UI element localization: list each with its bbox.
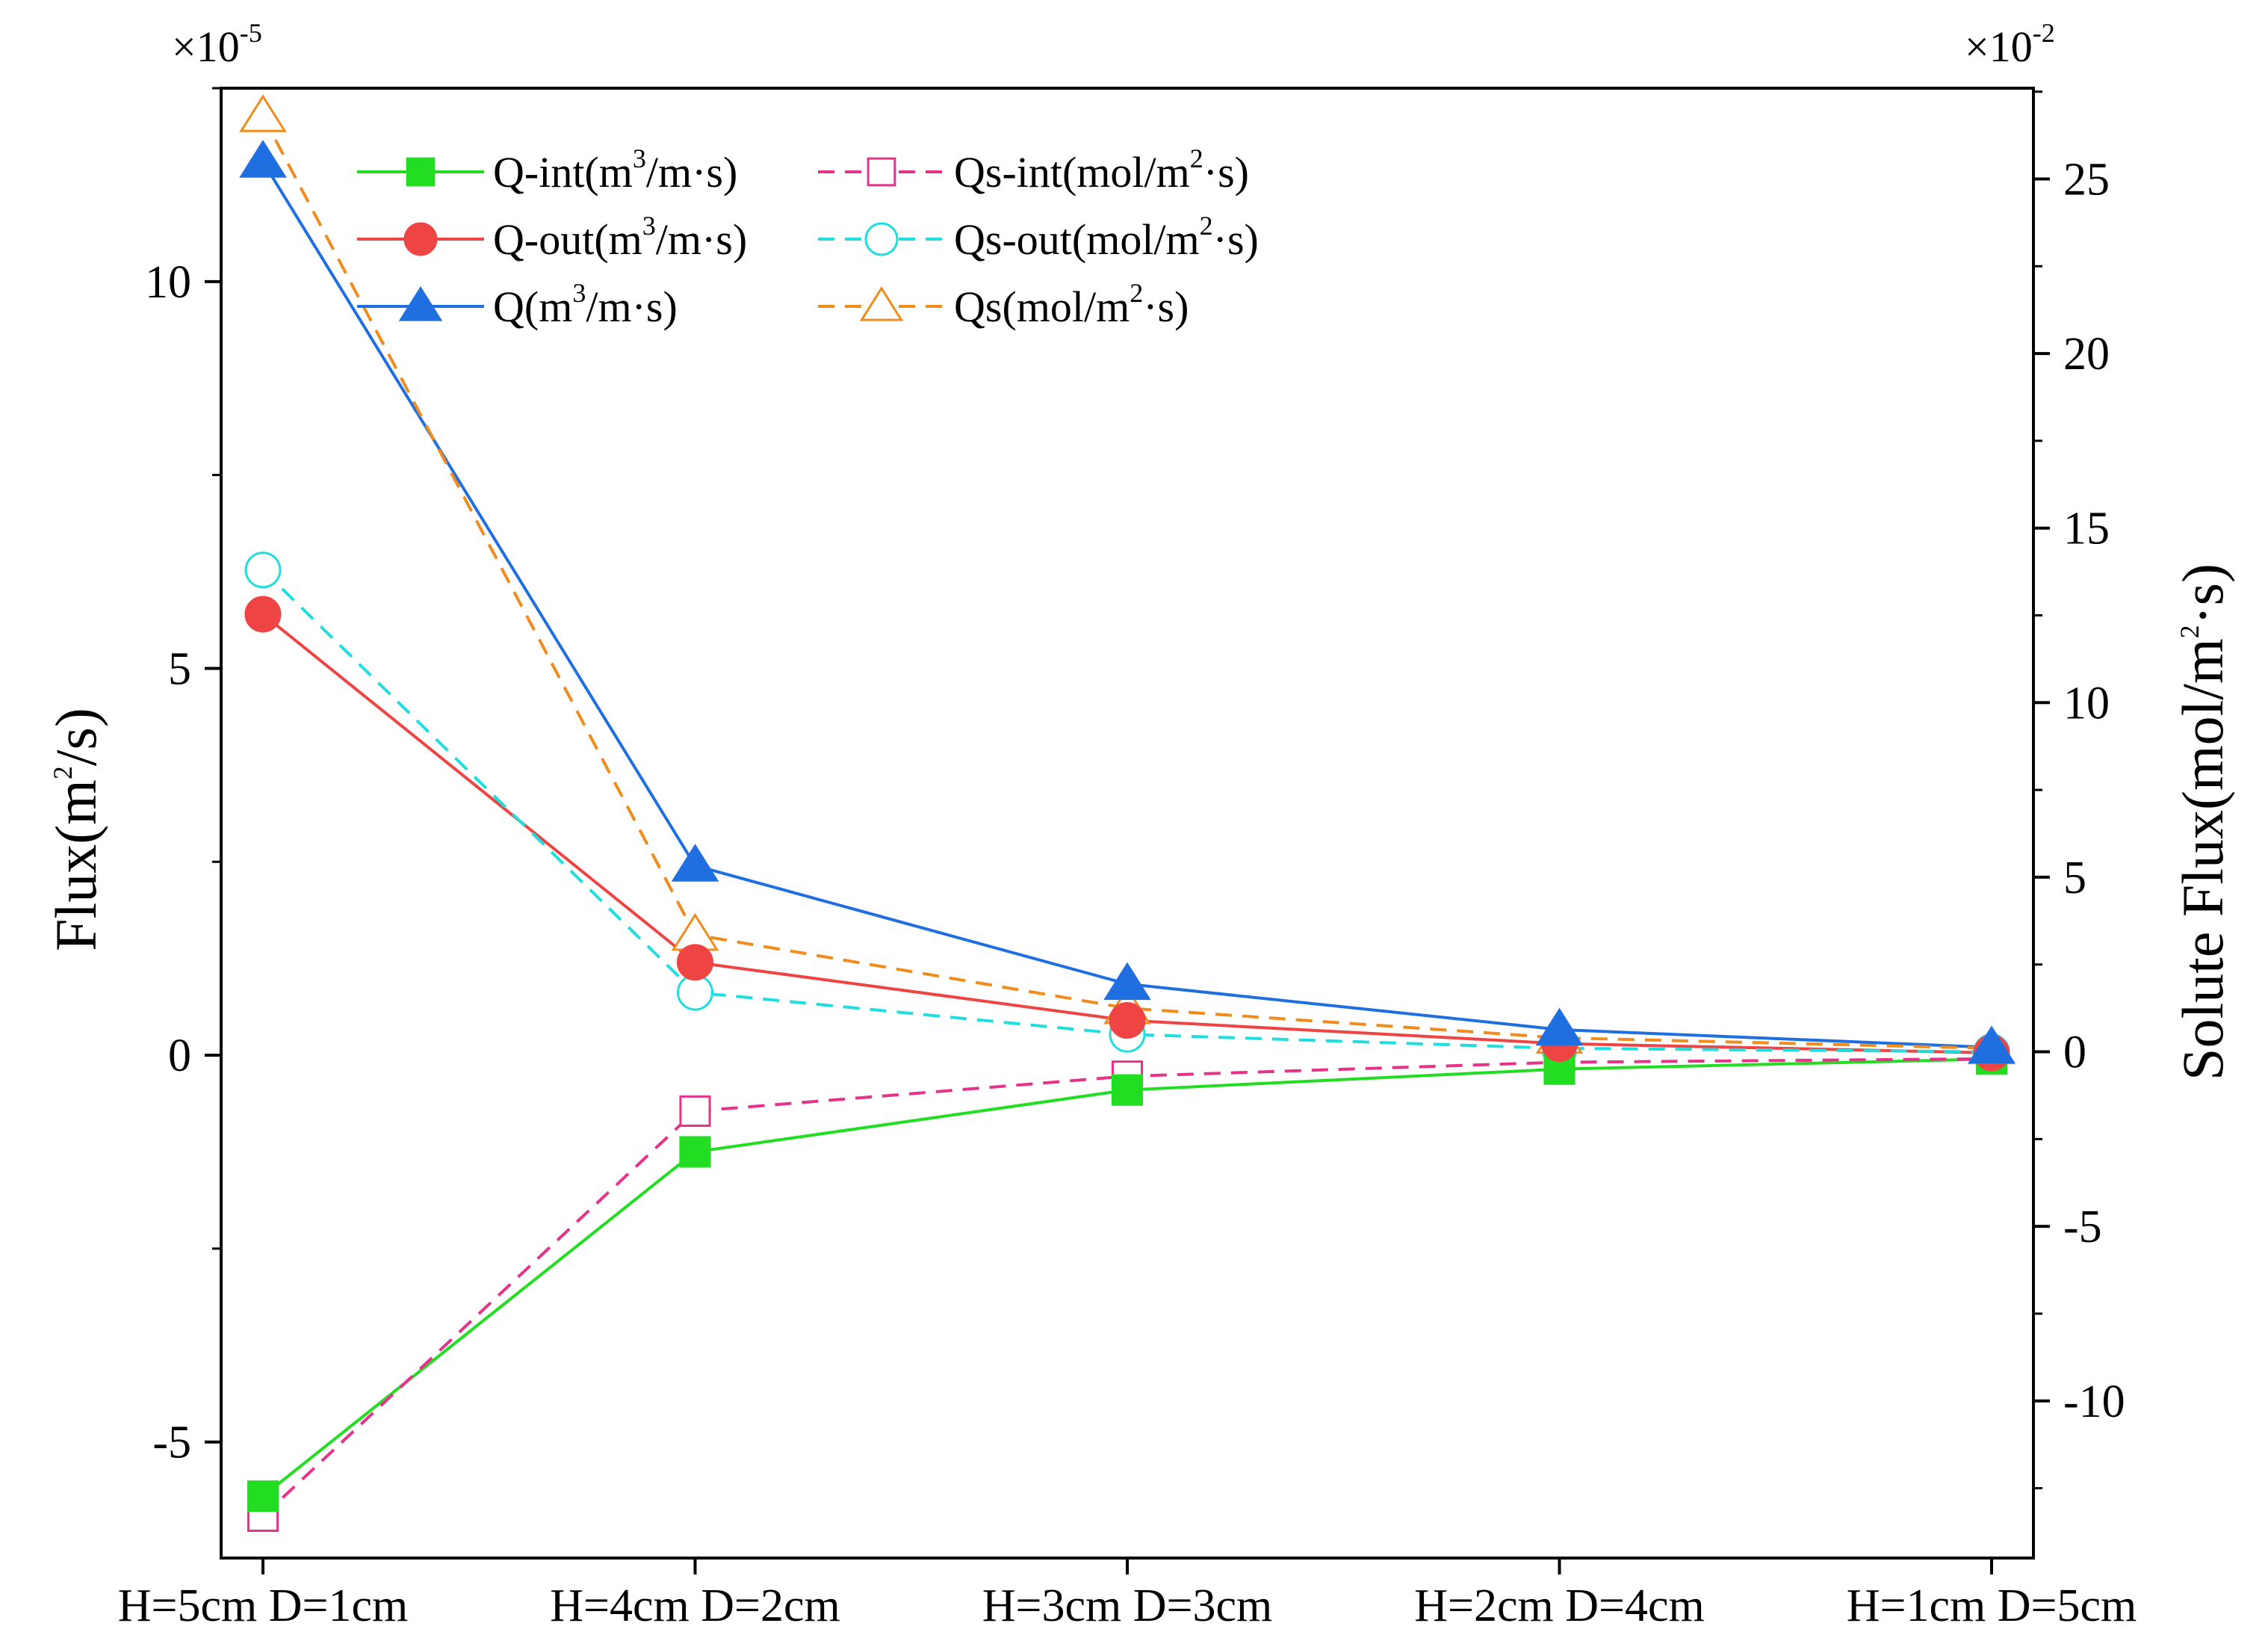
right-tick-label: -10 (2063, 1376, 2125, 1427)
legend-marker-qs (859, 286, 904, 321)
x-tick-label: H=5cm D=1cm (118, 1580, 408, 1631)
right-tick-label: 10 (2063, 678, 2110, 729)
series-line-q-int (261, 1057, 1992, 1498)
series-line-qs-out (261, 569, 1992, 1054)
x-tick-label: H=1cm D=5cm (1847, 1580, 2137, 1631)
data-point-q (239, 140, 287, 178)
right-tick-label: 25 (2063, 154, 2110, 205)
series-line-qs-int (261, 1057, 1992, 1518)
left-tick-label: -5 (152, 1418, 191, 1468)
right-tick-label: -5 (2063, 1202, 2102, 1252)
data-point-q-int (247, 1480, 279, 1512)
x-tick-label: H=4cm D=2cm (550, 1580, 840, 1631)
legend-label-qs-out: Qs-out(mol/m2·s) (954, 211, 1259, 264)
left-tick-label: 5 (168, 643, 191, 694)
data-point-qs (239, 94, 287, 132)
legend-label-qs-int: Qs-int(mol/m2·s) (954, 143, 1249, 197)
legend-marker-qs-int (867, 157, 896, 187)
legend-marker-q-out (403, 222, 438, 256)
legend-marker-q (398, 286, 443, 321)
data-point-qs-int (679, 1095, 711, 1128)
right-tick-label: 15 (2063, 504, 2110, 554)
data-point-q (1968, 1025, 2016, 1064)
legend-label-q-out: Q-out(m3/m·s) (493, 211, 747, 264)
right-axis-title: Solute Flux(mol/m2·s) (2170, 563, 2235, 1081)
data-point-q-out (677, 944, 713, 981)
legend-label-q: Q(m3/m·s) (493, 278, 678, 331)
data-point-q (1535, 1007, 1584, 1046)
right-tick-label: 20 (2063, 329, 2110, 380)
data-point-q-out (244, 596, 282, 633)
right-tick-label: 5 (2063, 853, 2086, 903)
left-tick-label: 0 (168, 1030, 191, 1081)
right-multiplier: ×10-2 (1965, 18, 2055, 71)
series-line-qs (261, 115, 1992, 1050)
x-tick-label: H=2cm D=4cm (1414, 1580, 1704, 1631)
legend-label-q-int: Q-int(m3/m·s) (493, 143, 737, 197)
data-point-q-int (679, 1136, 711, 1168)
x-tick-label: H=3cm D=3cm (982, 1580, 1272, 1631)
data-point-qs-out (244, 551, 282, 589)
left-multiplier: ×10-5 (172, 18, 262, 71)
right-tick-label: 0 (2063, 1027, 2086, 1078)
left-axis-title: Flux(m2/s) (43, 708, 108, 951)
data-point-q (671, 844, 719, 882)
legend-label-qs: Qs(mol/m2·s) (954, 278, 1189, 331)
data-point-q (1103, 962, 1151, 1001)
left-tick-label: 10 (145, 257, 191, 308)
legend-marker-q-int (406, 157, 436, 187)
data-point-q-out (1109, 1001, 1146, 1039)
data-point-q-int (1111, 1074, 1144, 1106)
legend-marker-qs-out (864, 222, 899, 256)
